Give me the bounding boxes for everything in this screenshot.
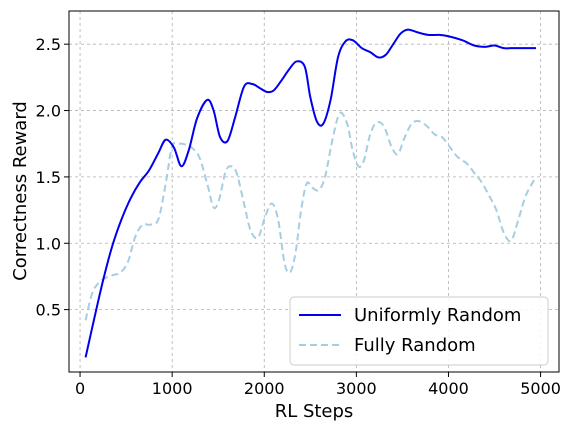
legend: Uniformly Random Fully Random <box>289 296 549 366</box>
legend-label-uniformly-random: Uniformly Random <box>354 305 521 326</box>
x-tick-label: 4000 <box>428 379 469 398</box>
x-tick-label: 2000 <box>244 379 285 398</box>
series-line-fully-random <box>84 111 537 321</box>
axis-ticks: 0 1000 2000 3000 4000 5000 0.5 1.0 1.5 2.0 2.5 <box>36 35 561 398</box>
legend-box <box>289 296 549 366</box>
series-layer <box>84 28 537 358</box>
y-tick-label: 1.0 <box>36 234 61 253</box>
x-tick-label: 5000 <box>520 379 561 398</box>
plot-frame <box>68 10 560 373</box>
legend-label-fully-random: Fully Random <box>354 335 476 356</box>
y-tick-label: 2.5 <box>36 35 61 54</box>
y-tick-label: 2.0 <box>36 102 61 121</box>
y-axis-label: Correctness Reward <box>10 101 31 281</box>
series-line-uniformly-random <box>84 28 536 358</box>
x-axis-label: RL Steps <box>275 401 354 422</box>
x-tick-label: 3000 <box>336 379 377 398</box>
y-tick-label: 0.5 <box>36 301 61 320</box>
x-tick-label: 0 <box>75 379 85 398</box>
x-tick-label: 1000 <box>152 379 193 398</box>
y-tick-label: 1.5 <box>36 168 61 187</box>
